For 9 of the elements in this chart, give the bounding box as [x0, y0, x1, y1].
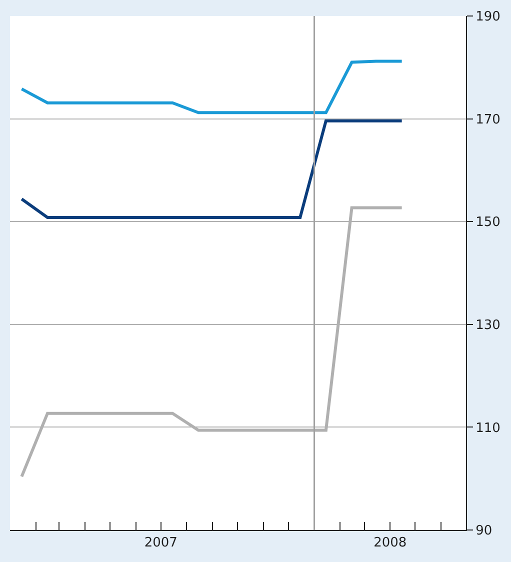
line-series	[20, 60, 404, 114]
x-tick-label: 2007	[144, 536, 178, 551]
y-tick-label: 190	[476, 10, 500, 25]
y-tick-label: 110	[476, 420, 500, 436]
y-tick-label: 150	[476, 215, 500, 230]
y-tick-label: 90	[476, 524, 492, 539]
y-tick-label: 170	[476, 112, 500, 128]
x-tick-label: 2008	[374, 536, 407, 551]
y-tick-label: 130	[476, 318, 500, 333]
